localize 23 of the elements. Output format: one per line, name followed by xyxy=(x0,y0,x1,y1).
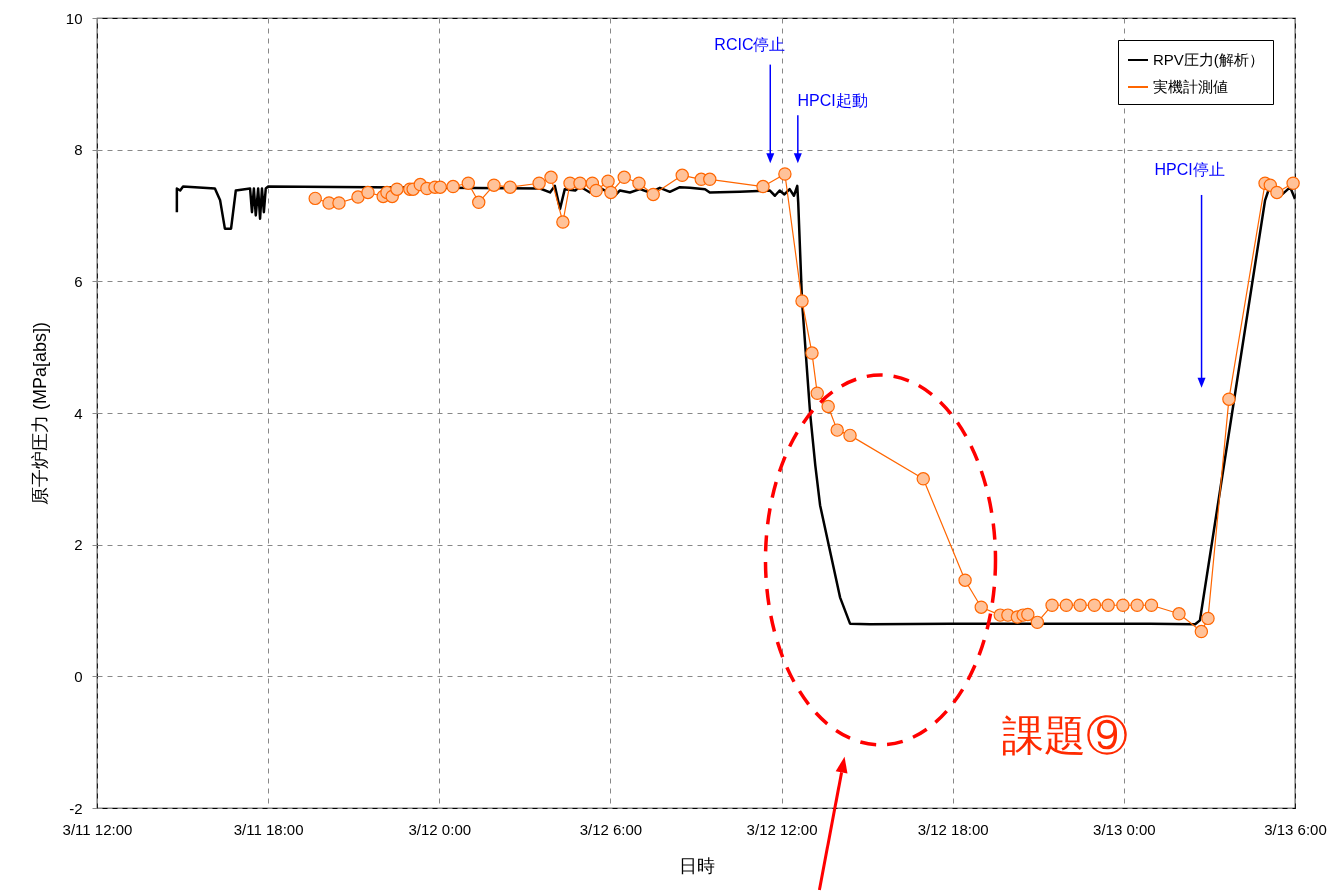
x-tick-label: 3/11 12:00 xyxy=(62,820,133,838)
y-tick-label: 2 xyxy=(74,536,83,554)
y-tick-label: 6 xyxy=(74,272,83,290)
x-tick-label: 3/12 6:00 xyxy=(579,820,643,838)
annotation: 課題⑨ xyxy=(1001,711,1128,759)
y-tick-label: -2 xyxy=(69,799,83,817)
x-axis-title: 日時 xyxy=(678,855,715,876)
x-tick-label: 3/12 0:00 xyxy=(408,820,472,838)
y-tick-label: 0 xyxy=(74,667,83,685)
annotation: HPCI起動 xyxy=(797,91,868,109)
y-tick-label: 8 xyxy=(74,141,83,159)
y-tick-label: 10 xyxy=(65,9,83,27)
legend-label: 実機計測値 xyxy=(1153,78,1228,95)
x-tick-label: 3/13 6:00 xyxy=(1264,820,1327,838)
annotation: HPCI停止 xyxy=(1154,161,1225,179)
legend-label: RPV圧力(解析） xyxy=(1153,51,1264,68)
x-tick-label: 3/11 18:00 xyxy=(233,820,304,838)
annotation: RCIC停止 xyxy=(714,36,786,54)
y-axis-title: 原子炉圧力 (MPa[abs]) xyxy=(29,321,50,506)
x-tick-label: 3/13 0:00 xyxy=(1093,820,1156,838)
y-tick-label: 4 xyxy=(74,404,83,422)
x-tick-label: 3/12 12:00 xyxy=(746,820,818,838)
x-tick-label: 3/12 18:00 xyxy=(917,820,989,838)
